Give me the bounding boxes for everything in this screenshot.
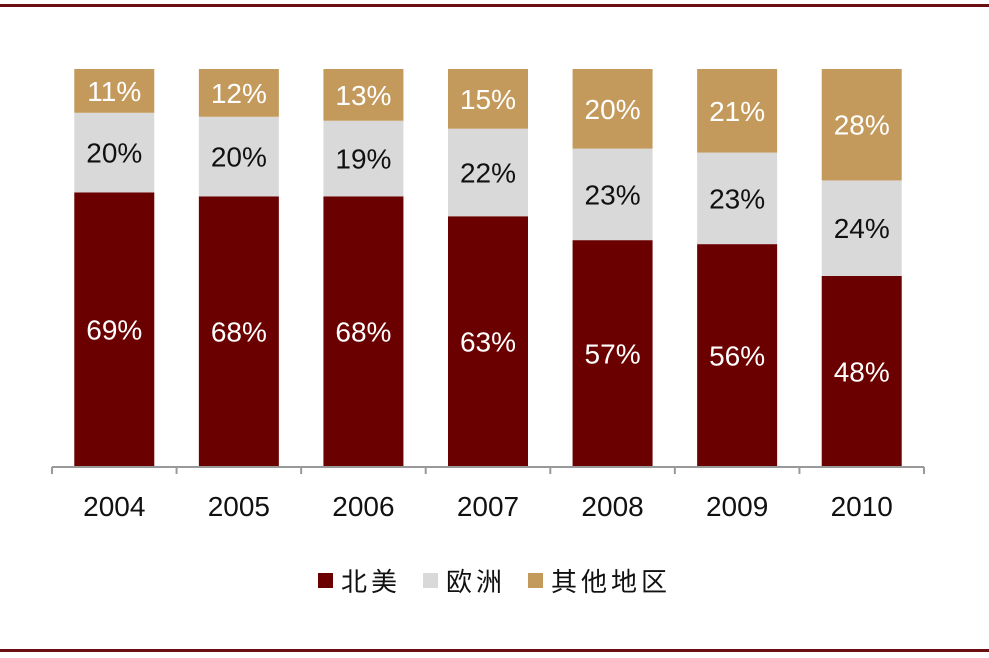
bar-segment-europe-2009 — [697, 152, 778, 245]
x-tick-label-2005: 2005 — [208, 491, 270, 522]
data-label-other-regions-2010: 28% — [834, 110, 890, 141]
bar-segment-other-regions-2004 — [74, 69, 155, 113]
data-label-europe-2010: 24% — [834, 213, 890, 244]
bar-segment-other-regions-2005 — [198, 69, 279, 117]
legend-item-europe: 欧洲 — [422, 562, 506, 599]
bar-segment-north-america-2010 — [821, 275, 902, 467]
bar-segment-other-regions-2008 — [572, 69, 653, 149]
bar-segment-north-america-2008 — [572, 240, 653, 467]
bar-segment-north-america-2006 — [323, 196, 404, 468]
bar-segment-north-america-2005 — [198, 196, 279, 468]
x-tick-label-2004: 2004 — [83, 491, 145, 522]
x-tick-label-2010: 2010 — [831, 491, 893, 522]
data-label-north-america-2009: 56% — [709, 341, 765, 372]
data-label-other-regions-2005: 12% — [211, 78, 267, 109]
data-label-europe-2007: 22% — [460, 157, 516, 188]
bar-segment-europe-2007 — [448, 128, 528, 217]
legend-item-north-america: 北美 — [317, 562, 401, 599]
bar-segment-europe-2004 — [74, 112, 155, 193]
bottom-rule — [0, 649, 989, 652]
legend: 北美 欧洲 其他地区 — [0, 562, 989, 599]
bar-segment-north-america-2007 — [448, 216, 528, 467]
data-label-europe-2008: 23% — [585, 179, 641, 210]
legend-swatch-other-regions — [528, 573, 543, 588]
stacked-bar-chart: 69% 20% 11% 2004 68% 20% 12% 2005 68% 19% 13% 2006 6… — [51, 69, 925, 522]
data-label-north-america-2008: 57% — [585, 339, 641, 370]
x-tick-label-2007: 2007 — [457, 491, 519, 522]
bar-segment-europe-2008 — [572, 148, 653, 241]
legend-label-other-regions: 其他地区 — [551, 568, 672, 598]
data-label-other-regions-2008: 20% — [585, 94, 641, 125]
bar-segment-north-america-2004 — [74, 192, 155, 467]
bar-segment-europe-2006 — [323, 120, 404, 197]
data-label-other-regions-2009: 21% — [709, 96, 765, 127]
bar-segment-other-regions-2010 — [821, 69, 902, 181]
legend-swatch-europe — [422, 573, 438, 588]
data-label-north-america-2007: 63% — [460, 327, 516, 358]
data-label-europe-2004: 20% — [86, 138, 142, 169]
data-label-north-america-2006: 68% — [335, 317, 391, 348]
legend-label-north-america: 北美 — [340, 568, 401, 598]
data-label-north-america-2010: 48% — [834, 356, 890, 387]
bar-segment-europe-2010 — [821, 180, 902, 276]
bar-segment-other-regions-2009 — [697, 69, 778, 153]
x-tick-label-2008: 2008 — [581, 491, 643, 522]
legend-item-other-regions: 其他地区 — [528, 562, 671, 599]
bar-segment-europe-2005 — [198, 116, 279, 197]
bar-segment-other-regions-2006 — [323, 69, 404, 121]
legend-swatch-north-america — [317, 573, 333, 588]
x-tick-label-2006: 2006 — [332, 491, 394, 522]
data-label-europe-2009: 23% — [709, 183, 765, 214]
x-tick-label-2009: 2009 — [706, 491, 768, 522]
data-label-north-america-2005: 68% — [211, 317, 267, 348]
data-label-europe-2006: 19% — [335, 144, 391, 175]
bar-segment-other-regions-2007 — [448, 69, 528, 129]
legend-label-europe: 欧洲 — [445, 568, 506, 598]
data-label-other-regions-2006: 13% — [335, 80, 391, 111]
bar-segment-north-america-2009 — [697, 244, 778, 467]
data-label-other-regions-2007: 15% — [460, 84, 516, 115]
top-rule — [0, 4, 989, 7]
data-label-europe-2005: 20% — [211, 142, 267, 173]
data-label-other-regions-2004: 11% — [87, 76, 141, 107]
data-label-north-america-2004: 69% — [86, 315, 142, 346]
